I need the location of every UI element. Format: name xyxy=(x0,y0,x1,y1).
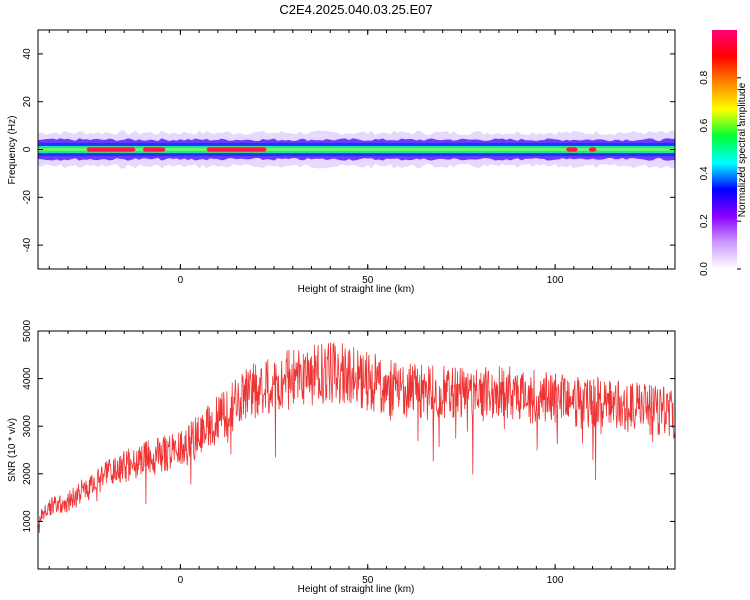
spectrogram-xlabel: Height of straight line (km) xyxy=(298,284,415,295)
spectrogram-y-tick-label: 0 xyxy=(22,146,33,152)
spectrogram-ticks: 0 50 100 -40 -20 0 20 40 xyxy=(22,30,675,286)
snr-y-tick-label: 3000 xyxy=(22,415,33,438)
spectrogram-y-tick-label: 40 xyxy=(22,48,33,60)
spectrogram-image xyxy=(38,130,675,169)
spectrogram-y-tick-label: -40 xyxy=(22,237,33,252)
colorbar-label: Normalized spectral amplitude xyxy=(737,82,748,217)
snr-plot-area xyxy=(38,331,675,569)
snr-line xyxy=(37,342,676,534)
colorbar-tick-label: 0.8 xyxy=(699,70,710,84)
colorbar-tick-label: 0.6 xyxy=(699,118,710,132)
snr-ticks: 0 50 100 1000 2000 3000 4000 5000 xyxy=(22,319,675,586)
spectrogram-ylabel: Frequency (Hz) xyxy=(7,116,18,185)
snr-xlabel: Height of straight line (km) xyxy=(298,584,415,595)
snr-x-tick-label: 50 xyxy=(362,575,374,586)
snr-frame xyxy=(37,330,676,570)
snr-y-tick-label: 4000 xyxy=(22,367,33,390)
colorbar-tick-label: 0.2 xyxy=(699,214,710,228)
spectrum-hot-segment xyxy=(588,146,597,153)
snr-x-tick-label: 0 xyxy=(178,575,184,586)
colorbar-ticks: 0.0 0.2 0.4 0.6 0.8 xyxy=(699,70,741,276)
snr-panel: 0 50 100 1000 2000 3000 4000 5000 Height of str… xyxy=(7,319,676,595)
spectrum-hot-segment xyxy=(566,146,578,153)
snr-ylabel: SNR (10 * v/v) xyxy=(7,418,18,482)
snr-y-tick-label: 5000 xyxy=(22,319,33,342)
figure-title: C2E4.2025.040.03.25.E07 xyxy=(279,2,432,17)
spectrogram-x-tick-label: 100 xyxy=(547,275,564,286)
colorbar: 0.0 0.2 0.4 0.6 0.8 Normalized spectral ampl… xyxy=(699,30,748,276)
spectrogram-y-tick-label: -20 xyxy=(22,190,33,205)
spectrogram-y-tick-label: 20 xyxy=(22,96,33,108)
spectrogram-panel: 0 50 100 -40 -20 0 20 40 Height of straight lin… xyxy=(7,29,676,295)
snr-y-tick-label: 2000 xyxy=(22,462,33,485)
colorbar-tick-label: 0.0 xyxy=(699,262,710,276)
snr-x-tick-label: 100 xyxy=(547,575,564,586)
spectrogram-x-tick-label: 0 xyxy=(178,275,184,286)
spectrogram-x-tick-label: 50 xyxy=(362,275,374,286)
colorbar-tick-label: 0.4 xyxy=(699,166,710,180)
colorbar-gradient xyxy=(712,30,737,269)
spectrum-hot-segment xyxy=(86,146,136,153)
spectrum-hot-segment xyxy=(142,146,166,153)
snr-y-tick-label: 1000 xyxy=(22,510,33,533)
spectrum-hot-segment xyxy=(206,146,267,153)
